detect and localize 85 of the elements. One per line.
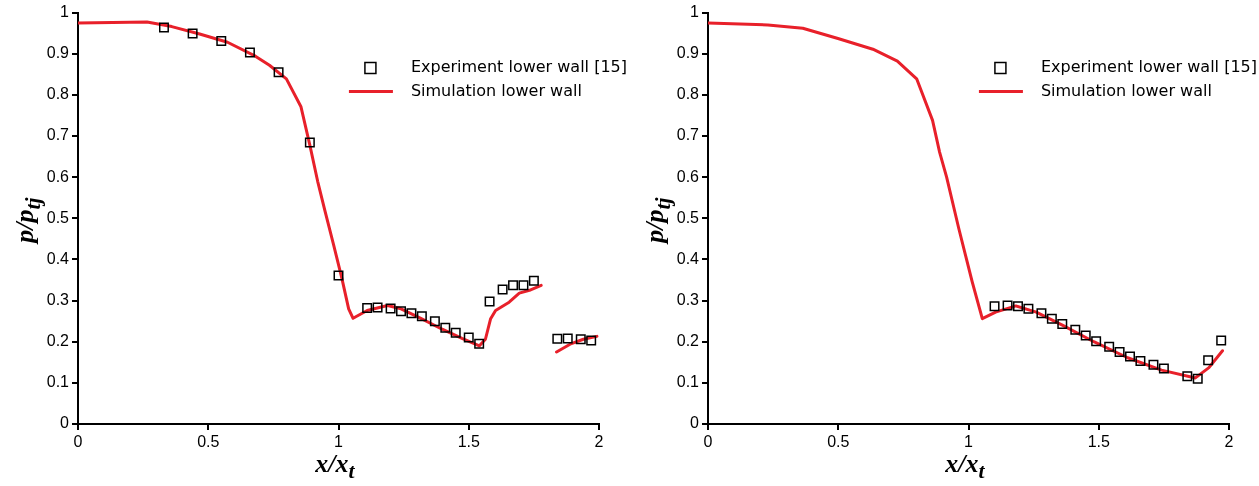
point [396,306,407,317]
point [586,335,597,346]
x-tick-label: 0.5 [827,433,850,451]
point [416,311,427,322]
point [385,303,396,314]
y-tick-label: 0.4 [676,249,700,267]
point [1125,351,1135,362]
point [575,334,586,345]
point [1148,359,1159,370]
y-tick-label: 0 [60,414,70,432]
x-tick-label: 2 [1224,433,1234,451]
point [273,67,284,78]
point [463,332,474,343]
y-tick-label: 0.3 [676,290,700,308]
legend-label: Simulation lower wall [1040,80,1212,100]
y-tick-label: 0.1 [676,373,700,391]
point [1135,356,1146,367]
point [372,302,383,313]
point [1091,336,1102,347]
y-tick-label: 1 [60,3,70,21]
y-tick-label: 0.1 [46,373,70,391]
y-tick-label: 0.9 [676,44,700,62]
point [1192,373,1203,384]
legend-label: Experiment lower wall [15] [410,56,627,76]
point [304,137,315,148]
point [474,338,485,349]
x-tick-label: 1 [334,433,344,451]
point [1023,303,1034,314]
point [450,327,461,338]
y-tick-label: 0.6 [676,167,700,185]
point [497,284,508,295]
x-tick-label: 0.5 [197,433,220,451]
point [1036,308,1047,319]
point [508,280,519,291]
y-tick-label: 0.8 [46,85,70,103]
y-tick-label: 0.6 [46,167,70,185]
y-tick-label: 0 [690,414,700,432]
point [406,308,417,319]
y-tick-label: 0.8 [676,85,700,103]
point [1002,300,1013,311]
y-tick-label: 0.7 [676,126,700,144]
y-tick-label: 0.2 [676,332,700,350]
point [1013,301,1023,312]
x-tick-label: 1.5 [457,433,480,451]
y-tick-label: 0.9 [46,44,70,62]
y-tick-label: 0.2 [46,332,70,350]
point [1203,355,1214,366]
point [1114,347,1125,357]
point [518,280,529,291]
x-tick-label: 1 [964,433,974,451]
point [989,301,1000,312]
y-tick-label: 0.7 [46,126,70,144]
point [1070,324,1081,335]
point [244,47,255,58]
legend-label: Simulation lower wall [410,80,582,100]
point [484,296,495,307]
point [333,270,344,281]
point [528,275,539,286]
x-axis-title: x/x$_{t}$ [945,448,985,484]
x-tick-label: 1.5 [1087,433,1110,451]
point [216,35,227,46]
point [1158,363,1169,374]
x-axis-title: x/x$_{t}$ [315,448,355,484]
point [429,316,440,327]
y-tick-label: 0.5 [46,208,70,226]
point [187,28,198,39]
y-tick-label: 1 [690,3,700,21]
point [1216,335,1227,346]
point [362,302,373,313]
legend-label: Experiment lower wall [15] [1040,56,1257,76]
x-tick-label: 0 [703,433,713,451]
point [158,22,169,33]
x-tick-label: 2 [594,433,604,451]
y-tick-label: 0.4 [46,249,70,267]
y-tick-label: 0.5 [676,208,700,226]
point [1080,330,1091,341]
point [440,322,451,333]
point [562,333,573,344]
point [1057,319,1068,330]
y-tick-label: 0.3 [46,290,70,308]
point [1104,341,1115,352]
point [1046,313,1057,324]
point [1182,371,1193,382]
point [552,333,563,344]
x-tick-label: 0 [73,433,83,451]
